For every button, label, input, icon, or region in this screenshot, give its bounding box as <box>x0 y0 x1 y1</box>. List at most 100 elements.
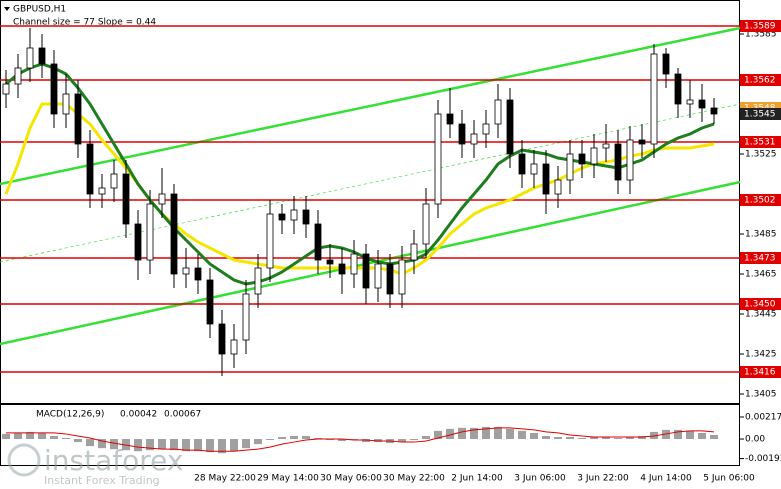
macd-bar <box>374 439 382 443</box>
price-label-box <box>740 136 781 148</box>
macd-bar <box>206 439 214 453</box>
candle-body <box>578 153 586 165</box>
macd-signal-value: 0.00067 <box>164 410 201 420</box>
candle-body <box>614 143 622 181</box>
macd-bar <box>566 436 574 440</box>
candle-body <box>314 223 322 261</box>
x-tick-label: 28 May 22:00 <box>194 474 256 484</box>
macd-bar <box>662 429 670 440</box>
candle-body <box>446 113 454 125</box>
price-label: 1.3531 <box>744 138 776 148</box>
candle-body <box>374 263 382 289</box>
candle-body <box>710 107 718 115</box>
watermark: instaforex Instant Forex Trading <box>7 443 183 487</box>
candle-body <box>290 209 298 221</box>
x-tick-label: 29 May 14:00 <box>257 474 319 484</box>
macd-bar <box>278 436 286 440</box>
candle-body <box>422 203 430 245</box>
macd-bar <box>710 434 718 440</box>
macd-value: 0.00042 <box>120 410 157 420</box>
macd-bar <box>218 439 226 454</box>
macd-bar <box>290 435 298 440</box>
candle-body <box>470 133 478 145</box>
candle-body <box>266 213 274 269</box>
candle-body <box>158 193 166 205</box>
candle-body <box>458 123 466 145</box>
price-label: 1.3416 <box>744 368 776 378</box>
macd-bar <box>518 430 526 440</box>
macd-bar <box>686 430 694 440</box>
candle-body <box>626 139 634 181</box>
candle-body <box>98 187 106 195</box>
candle-body <box>254 267 262 295</box>
macd-tick-label: 0.00 <box>745 435 765 445</box>
candle-body <box>566 153 574 181</box>
candle-body <box>410 243 418 261</box>
x-tick-label: 30 May 22:00 <box>383 474 445 484</box>
price-label-box <box>740 298 781 310</box>
candle-body <box>398 259 406 295</box>
candle-body <box>686 99 694 105</box>
candle-body <box>482 123 490 135</box>
candle-body <box>218 323 226 355</box>
candle-body <box>170 193 178 275</box>
macd-bar <box>542 435 550 440</box>
price-label: 1.3473 <box>744 254 776 264</box>
macd-bar <box>14 432 22 440</box>
price-label-box <box>740 108 781 120</box>
macd-bar <box>338 439 346 442</box>
price-label-box <box>740 20 781 32</box>
candle-body <box>242 293 250 341</box>
macd-bar <box>350 439 358 441</box>
candle-body <box>674 73 682 105</box>
x-tick-label: 3 Jun 06:00 <box>514 474 566 484</box>
macd-bar <box>398 439 406 443</box>
macd-bar <box>98 439 106 449</box>
x-tick-label: 4 Jun 14:00 <box>640 474 692 484</box>
macd-bar <box>362 439 370 443</box>
macd-bar <box>434 430 442 440</box>
candle-body <box>554 179 562 195</box>
candle-body <box>62 93 70 115</box>
channel-line <box>0 180 741 346</box>
macd-bar <box>62 438 70 440</box>
macd-bar <box>614 438 622 440</box>
macd-bar <box>650 431 658 440</box>
macd-bar <box>254 439 262 445</box>
macd-bar <box>578 438 586 440</box>
candle-body <box>362 253 370 289</box>
candle-body <box>134 223 142 261</box>
macd-bar <box>314 438 322 440</box>
candle-body <box>518 153 526 175</box>
candle-body <box>86 143 94 195</box>
candle-body <box>542 163 550 195</box>
macd-bar <box>38 432 46 440</box>
candle-body <box>230 339 238 355</box>
candle-body <box>386 263 394 295</box>
macd-bar <box>146 439 154 451</box>
price-pane <box>0 0 740 404</box>
macd-bar <box>50 435 58 440</box>
macd-bar <box>458 427 466 440</box>
macd-bar <box>626 436 634 440</box>
price-label-box <box>740 194 781 206</box>
y-tick-label: 1.3525 <box>745 150 777 160</box>
macd-bar <box>422 435 430 440</box>
macd-bar <box>170 439 178 451</box>
macd-bar <box>506 428 514 440</box>
macd-bar <box>134 439 142 452</box>
macd-tick-label: 0.00217 <box>745 412 781 422</box>
y-tick-label: 1.3425 <box>745 350 777 360</box>
price-label: 1.3545 <box>744 110 776 120</box>
price-label: 1.3589 <box>744 22 776 32</box>
macd-bar <box>482 426 490 440</box>
macd-bar <box>266 439 274 441</box>
candle-body <box>122 173 130 225</box>
candle-body <box>182 267 190 275</box>
candle-body <box>278 213 286 221</box>
macd-bar <box>494 426 502 440</box>
macd-bar <box>302 435 310 440</box>
macd-bar <box>602 436 610 440</box>
price-label-box <box>740 74 781 86</box>
